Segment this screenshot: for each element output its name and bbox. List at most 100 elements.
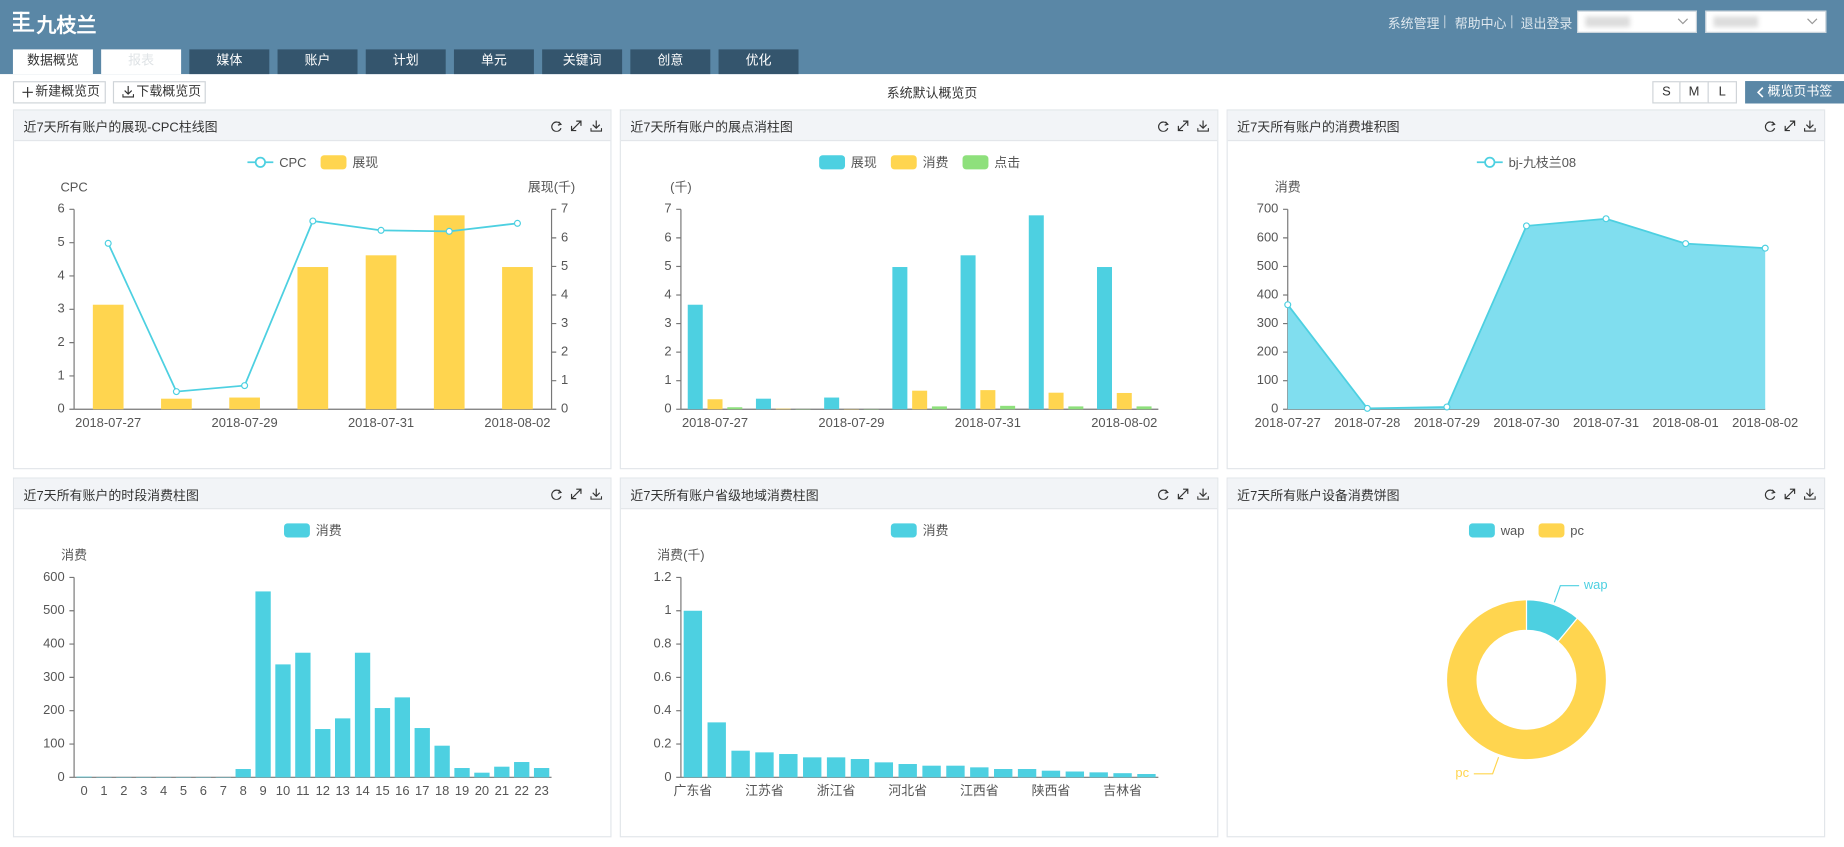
axis-title: 消费(千): [657, 548, 704, 563]
tab[interactable]: 账户: [277, 49, 358, 75]
axis-title: CPC: [60, 180, 87, 195]
legend: wap pc: [1468, 523, 1585, 538]
page-title: 系统默认概览页: [886, 87, 978, 102]
tab[interactable]: 计划: [365, 49, 446, 75]
legend-icon: [819, 155, 846, 170]
point: [1761, 244, 1769, 252]
download-icon[interactable]: [1197, 120, 1209, 132]
tab[interactable]: 数据概览: [12, 49, 93, 75]
bar: [687, 304, 703, 410]
refresh-icon[interactable]: [1764, 488, 1776, 500]
bookmark-button[interactable]: 概览页书签: [1745, 81, 1844, 104]
fullscreen-icon[interactable]: [1784, 120, 1796, 132]
panel-title: 近7天所有账户的展现-CPC柱线图: [23, 121, 218, 136]
size-button[interactable]: S: [1652, 81, 1681, 104]
tab[interactable]: 关键词: [542, 49, 623, 75]
header-link[interactable]: 退出登录: [1520, 17, 1573, 32]
y-tick-label: 4: [561, 286, 568, 301]
bar: [707, 722, 726, 778]
y-tick-label: 1: [561, 372, 568, 387]
y-tick-label: 4: [664, 286, 671, 301]
refresh-icon[interactable]: [1157, 120, 1169, 132]
legend-label: 消费: [316, 523, 342, 538]
account-select[interactable]: [1577, 10, 1697, 33]
x-tick-label: 12: [316, 783, 330, 798]
y-tick-label: 0: [57, 769, 64, 784]
size-button[interactable]: M: [1679, 81, 1709, 104]
download-icon[interactable]: [1197, 488, 1209, 500]
panel-header: 近7天所有账户的消费堆积图: [1227, 110, 1825, 142]
chart-panel: 近7天所有账户设备消费饼图 wap pc wap pc: [1226, 477, 1826, 838]
account-select[interactable]: [1705, 10, 1827, 33]
refresh-icon[interactable]: [550, 120, 563, 132]
legend-icon: [890, 155, 917, 170]
tab[interactable]: 优化: [718, 49, 799, 75]
bar: [980, 390, 996, 410]
y-tick-label: 6: [57, 201, 64, 216]
legend: bj-九枝兰08: [1476, 155, 1576, 170]
header-link[interactable]: 系统管理: [1387, 17, 1440, 32]
button-label: 概览页书签: [1767, 84, 1833, 99]
bar: [683, 610, 703, 778]
y-tick-label: 300: [1257, 315, 1279, 330]
refresh-icon[interactable]: [550, 488, 563, 500]
bar: [474, 772, 490, 778]
fullscreen-icon[interactable]: [1177, 488, 1189, 500]
x-tick-label: 2018-07-29: [1414, 415, 1480, 430]
separator: [1511, 15, 1513, 29]
x-tick-label: 河北省: [888, 783, 927, 798]
y-tick-label: 400: [43, 635, 65, 650]
download-icon[interactable]: [590, 488, 603, 500]
bar: [76, 776, 92, 778]
bar: [494, 766, 510, 778]
y-tick-label: 2: [57, 334, 64, 349]
y-tick-label: 3: [561, 315, 568, 330]
tab[interactable]: 创意: [630, 49, 711, 75]
header-link[interactable]: 帮助中心: [1454, 17, 1507, 32]
fullscreen-icon[interactable]: [570, 120, 582, 132]
tab[interactable]: 报表: [101, 49, 182, 75]
download-button[interactable]: 下载概览页: [112, 81, 206, 104]
point: [1602, 215, 1610, 223]
fullscreen-icon[interactable]: [1177, 120, 1189, 132]
fullscreen-icon[interactable]: [570, 488, 582, 500]
x-tick-label: 2018-07-31: [955, 415, 1021, 430]
bar: [533, 768, 550, 778]
legend-icon: [320, 155, 347, 170]
y-tick-label: 100: [43, 735, 65, 750]
refresh-icon[interactable]: [1157, 488, 1169, 500]
legend-label: 展现: [851, 155, 877, 170]
bar: [161, 398, 192, 410]
bar: [1136, 406, 1152, 410]
size-button[interactable]: L: [1707, 81, 1737, 104]
chevron: [1807, 18, 1818, 25]
bar: [374, 708, 391, 778]
refresh-icon[interactable]: [1764, 120, 1776, 132]
tab[interactable]: 媒体: [189, 49, 270, 75]
bar: [824, 397, 840, 410]
bar: [775, 408, 791, 410]
x-tick-label: 浙江省: [817, 783, 856, 798]
y-tick-label: 500: [1257, 258, 1279, 273]
y-tick-label: 0.2: [654, 735, 672, 750]
panel-title: 近7天所有账户的展点消柱图: [630, 121, 793, 136]
bar: [1017, 769, 1037, 778]
download-icon[interactable]: [1804, 488, 1816, 500]
new-button[interactable]: 新建概览页: [12, 81, 106, 104]
bar: [755, 752, 774, 778]
download-icon[interactable]: [1804, 120, 1816, 132]
x-tick-label: 21: [495, 783, 509, 798]
bar: [727, 407, 743, 410]
y-tick-label: 6: [561, 229, 568, 244]
bar: [1028, 215, 1044, 410]
bar: [1096, 267, 1112, 410]
x-tick-label: 5: [180, 783, 187, 798]
chevron: [1677, 18, 1689, 25]
legend-label: 展现: [352, 155, 378, 170]
fullscreen-icon[interactable]: [1784, 488, 1796, 500]
download-icon[interactable]: [590, 120, 603, 132]
panel-header: 近7天所有账户的时段消费柱图: [14, 478, 611, 510]
tab[interactable]: 单元: [453, 49, 534, 75]
bar: [414, 728, 430, 778]
x-tick-label: 11: [296, 783, 309, 798]
